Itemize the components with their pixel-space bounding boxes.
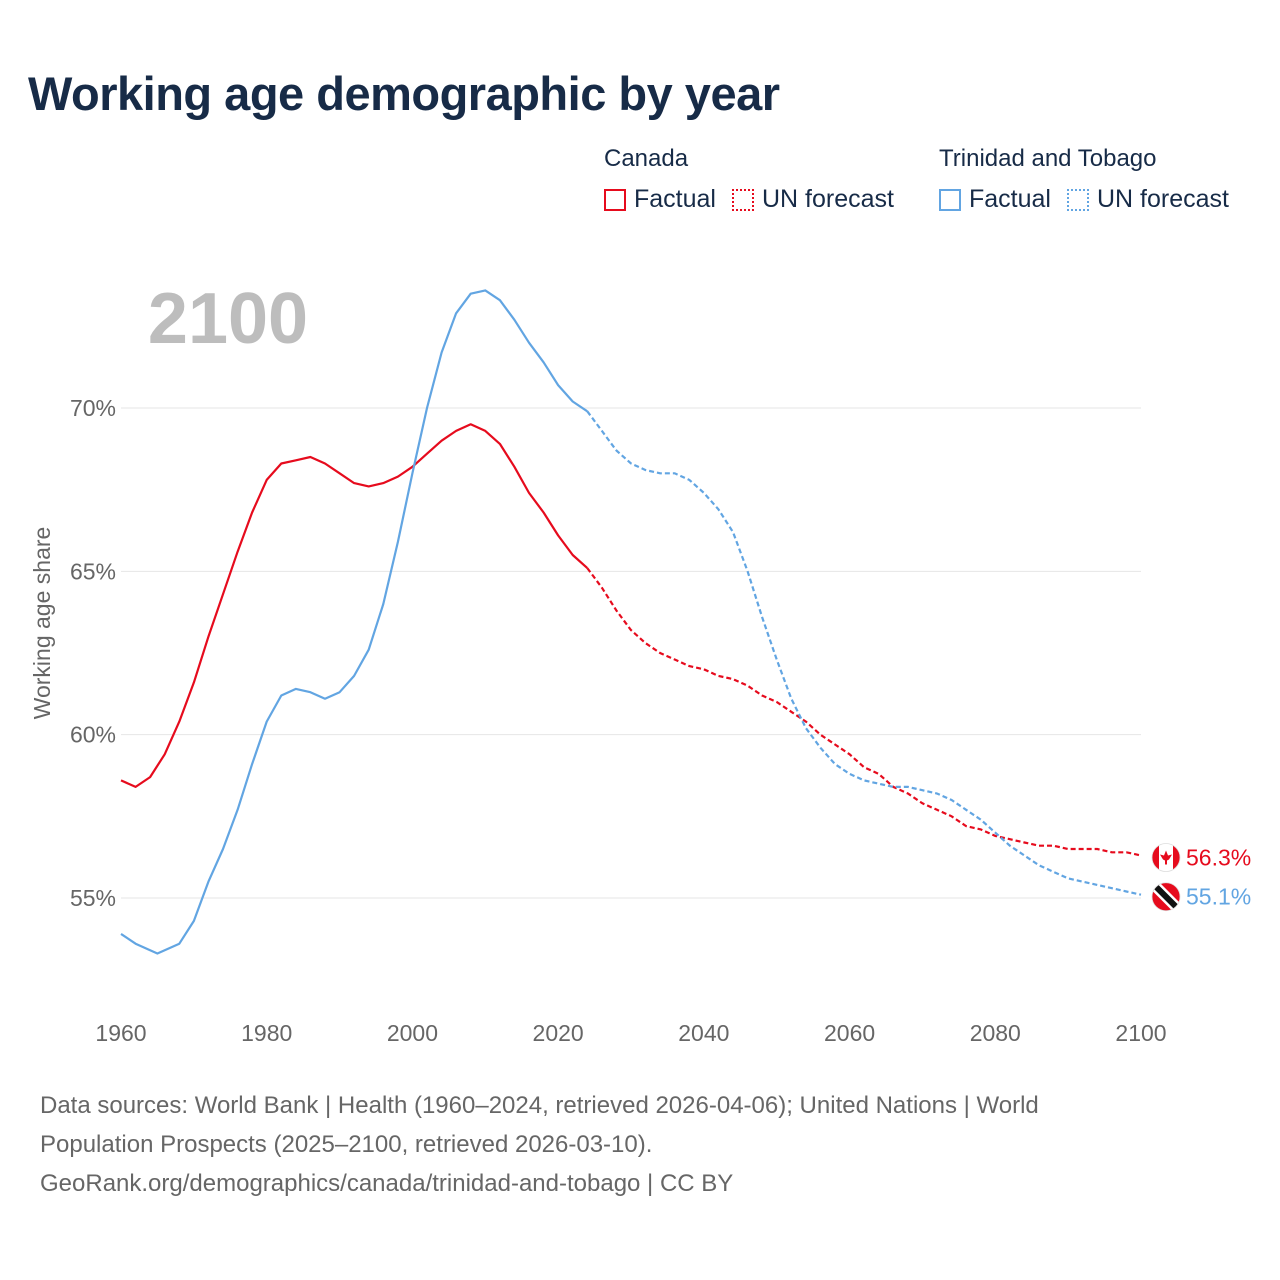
legend-item-label: Factual [969,185,1051,213]
x-tick-label: 2080 [970,1020,1021,1046]
legend-item-label: UN forecast [761,185,894,213]
footer-line-3[interactable]: GeoRank.org/demographics/canada/trinidad… [40,1170,734,1197]
legend-swatch-dotted [731,188,754,211]
series-line-factual[interactable] [120,423,589,788]
end-labels: 56.3% 55.1% [1151,843,1251,912]
legend-item-canada-factual[interactable]: Factual [604,185,716,214]
y-axis-label: Working age share [29,527,55,720]
legend-item-tt-forecast[interactable]: UN forecast [1066,185,1229,214]
chart-title: Working age demographic by year [28,67,780,120]
y-axis-ticks: 55% 60% 65% 70% [70,395,116,911]
x-tick-label: 2020 [533,1020,584,1046]
legend-swatch-solid [604,188,626,211]
legend-swatch-solid [939,188,961,211]
legend-item-label: Factual [634,185,716,213]
end-value-label: 56.3% [1186,845,1251,871]
y-tick-label: 55% [70,885,116,911]
legend-swatch-dotted [1066,188,1089,211]
series-lines [120,289,1142,955]
x-tick-label: 2100 [1115,1020,1166,1046]
x-tick-label: 1960 [95,1020,146,1046]
legend-item-canada-forecast[interactable]: UN forecast [731,185,894,214]
legend-item-label: UN forecast [1096,185,1229,213]
footer-line-1: Data sources: World Bank | Health (1960–… [40,1092,1039,1119]
grid-lines [121,407,1141,899]
x-tick-label: 2040 [678,1020,729,1046]
series-line-factual[interactable] [120,289,588,955]
legend-group-trinidad: Trinidad and Tobago Factual UN forecast [939,145,1245,214]
legend-group-canada: Canada Factual UN forecast [604,145,910,214]
x-tick-label: 2060 [824,1020,875,1046]
year-watermark: 2100 [148,279,308,359]
y-tick-label: 70% [70,395,116,421]
y-tick-label: 60% [70,722,116,748]
legend-group-label: Canada [604,145,689,172]
canada-flag-icon [1151,843,1181,872]
legend-group-label: Trinidad and Tobago [939,145,1157,172]
y-tick-label: 65% [70,558,116,584]
series-line-forecast[interactable] [586,410,1142,896]
trinidad-and-tobago-flag-icon [1151,882,1181,912]
x-tick-label: 1980 [241,1020,292,1046]
footer-sources: Data sources: World Bank | Health (1960–… [40,1086,1150,1203]
end-value-label: 55.1% [1186,884,1251,910]
series-line-forecast[interactable] [586,567,1142,857]
x-tick-label: 2000 [387,1020,438,1046]
footer-line-2: Population Prospects (2025–2100, retriev… [40,1131,653,1158]
x-axis-ticks: 1960 1980 2000 2020 2040 2060 2080 2100 [95,1020,1166,1046]
legend-item-tt-factual[interactable]: Factual [939,185,1051,214]
